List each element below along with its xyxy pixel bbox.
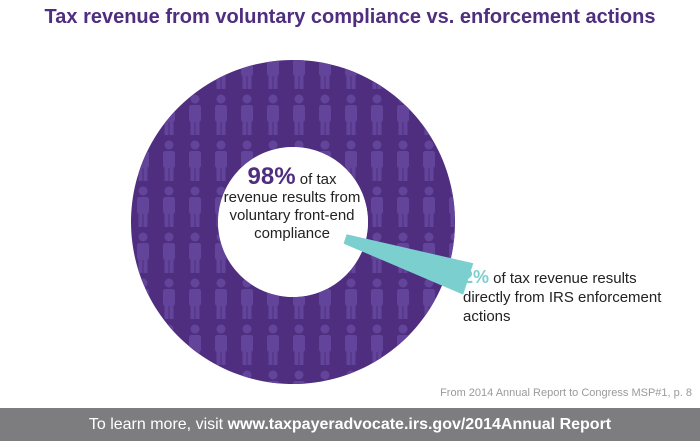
side-label-pct: 2% (463, 267, 490, 287)
donut-hole (218, 147, 368, 297)
footer-link[interactable]: www.taxpayeradvocate.irs.gov/2014Annual … (227, 416, 612, 433)
side-label-text: of tax revenue results directly from IRS… (463, 270, 662, 325)
center-label-pct: 98% (247, 163, 296, 190)
center-label-text: of tax revenue results from voluntary fr… (223, 171, 361, 242)
center-label: 98% of tax revenue results from voluntar… (222, 165, 362, 243)
footer-bar: To learn more, visit www.taxpayeradvocat… (0, 408, 700, 441)
source-note: From 2014 Annual Report to Congress MSP#… (440, 387, 692, 399)
footer-prefix: To learn more, visit (88, 416, 228, 433)
side-label: 2% of tax revenue results directly from … (463, 268, 673, 326)
slice-enforcement-inner (343, 234, 369, 253)
chart-title: Tax revenue from voluntary compliance vs… (44, 6, 656, 28)
slice-voluntary-texture (130, 60, 456, 385)
slice-enforcement (343, 234, 474, 295)
